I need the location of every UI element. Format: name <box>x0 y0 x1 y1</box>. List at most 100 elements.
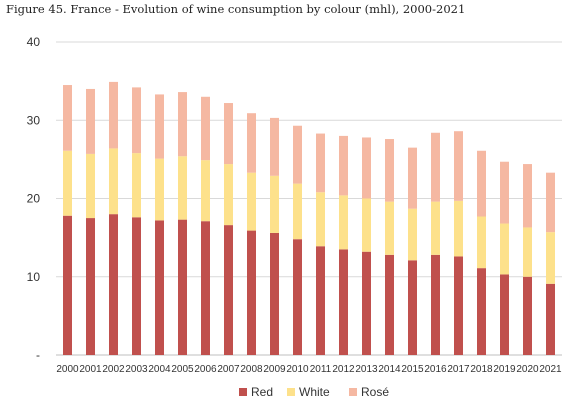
bar-red-2006 <box>201 221 210 355</box>
x-tick-label: 2008 <box>240 364 263 375</box>
x-tick-label: 2000 <box>56 364 79 375</box>
bar-white-2011 <box>316 192 325 247</box>
bar-red-2005 <box>178 219 187 355</box>
bar-ros-2021 <box>546 172 555 233</box>
legend-label: White <box>299 385 330 399</box>
x-tick-label: 2006 <box>194 364 217 375</box>
bar-white-2006 <box>201 160 210 222</box>
bar-white-2015 <box>408 208 417 261</box>
bar-white-2003 <box>132 153 141 218</box>
bar-ros-2003 <box>132 87 141 154</box>
bar-ros-2007 <box>224 103 233 165</box>
bar-red-2018 <box>477 268 486 355</box>
bar-white-2001 <box>86 153 95 219</box>
bar-ros-2018 <box>477 150 486 217</box>
bar-white-2017 <box>454 200 463 257</box>
bar-white-2009 <box>270 175 279 233</box>
legend-swatch <box>239 388 247 396</box>
x-tick-label: 2014 <box>378 364 401 375</box>
bar-red-2014 <box>385 254 394 355</box>
x-tick-label: 2015 <box>401 364 424 375</box>
bar-ros-2015 <box>408 147 417 209</box>
bar-ros-2016 <box>431 132 440 202</box>
bar-white-2020 <box>523 227 532 277</box>
y-tick-label: 20 <box>27 192 41 206</box>
bar-red-2011 <box>316 246 325 355</box>
y-tick-label: 40 <box>27 35 41 49</box>
bar-white-2013 <box>362 198 371 252</box>
bar-red-2007 <box>224 225 233 355</box>
bar-red-2021 <box>546 283 555 355</box>
bar-white-2016 <box>431 201 440 255</box>
y-tick-label: - <box>36 348 40 362</box>
bar-white-2012 <box>339 195 348 250</box>
legend-label: Rosé <box>361 385 389 399</box>
bar-white-2018 <box>477 216 486 269</box>
bar-ros-2002 <box>109 81 118 149</box>
bar-ros-2006 <box>201 96 210 161</box>
bar-ros-2012 <box>339 135 348 196</box>
bar-ros-2009 <box>270 117 279 176</box>
legend-label: Red <box>251 385 273 399</box>
bar-white-2007 <box>224 164 233 226</box>
bar-ros-2020 <box>523 164 532 228</box>
bar-ros-2010 <box>293 125 302 184</box>
x-tick-label: 2005 <box>171 364 194 375</box>
bar-red-2015 <box>408 260 417 355</box>
bar-ros-2008 <box>247 113 256 173</box>
bar-red-2004 <box>155 220 164 355</box>
bar-white-2005 <box>178 156 187 220</box>
chart-title: Figure 45. France - Evolution of wine co… <box>6 2 466 16</box>
x-tick-label: 2012 <box>332 364 355 375</box>
x-axis-ticks: 2000 2001 2002 2003 2004 2005 2006 2007 2008 2009… <box>56 364 562 375</box>
x-tick-label: 2003 <box>125 364 148 375</box>
bar-white-2004 <box>155 158 164 221</box>
x-tick-label: 2020 <box>516 364 539 375</box>
bar-red-2000 <box>63 215 72 355</box>
bar-white-2014 <box>385 201 394 255</box>
legend: Red White Rosé <box>239 385 389 399</box>
x-tick-label: 2001 <box>79 364 102 375</box>
bar-red-2009 <box>270 232 279 355</box>
bar-red-2008 <box>247 230 256 355</box>
gridlines <box>56 41 562 356</box>
x-tick-label: 2009 <box>263 364 286 375</box>
bar-white-2010 <box>293 183 302 240</box>
y-tick-label: 30 <box>27 113 41 127</box>
legend-swatch <box>349 388 357 396</box>
x-tick-label: 2013 <box>355 364 378 375</box>
bar-red-2020 <box>523 276 532 355</box>
bar-ros-2011 <box>316 133 325 193</box>
bar-red-2017 <box>454 256 463 355</box>
bar-ros-2005 <box>178 92 187 157</box>
bar-red-2012 <box>339 249 348 355</box>
bar-red-2013 <box>362 251 371 355</box>
bar-red-2016 <box>431 254 440 355</box>
bar-ros-2000 <box>63 85 72 151</box>
bar-white-2019 <box>500 223 509 275</box>
x-tick-label: 2019 <box>493 364 516 375</box>
x-tick-label: 2018 <box>470 364 493 375</box>
x-tick-label: 2004 <box>148 364 171 375</box>
y-tick-label: 10 <box>27 270 41 284</box>
x-tick-label: 2016 <box>424 364 447 375</box>
bar-white-2008 <box>247 172 256 231</box>
y-axis-ticks: - 10 20 30 40 <box>27 35 41 362</box>
bar-ros-2004 <box>155 94 164 159</box>
bar-white-2021 <box>546 232 555 284</box>
x-tick-label: 2010 <box>286 364 309 375</box>
bar-ros-2017 <box>454 131 463 201</box>
bar-red-2002 <box>109 214 118 355</box>
x-tick-label: 2021 <box>539 364 562 375</box>
bar-red-2019 <box>500 274 509 355</box>
bar-red-2001 <box>86 218 95 355</box>
bars <box>63 81 555 355</box>
x-tick-label: 2007 <box>217 364 240 375</box>
bar-white-2002 <box>109 148 118 215</box>
bar-red-2010 <box>293 239 302 355</box>
x-tick-label: 2002 <box>102 364 125 375</box>
bar-ros-2019 <box>500 161 509 224</box>
bar-ros-2014 <box>385 139 394 202</box>
bar-ros-2013 <box>362 137 371 199</box>
